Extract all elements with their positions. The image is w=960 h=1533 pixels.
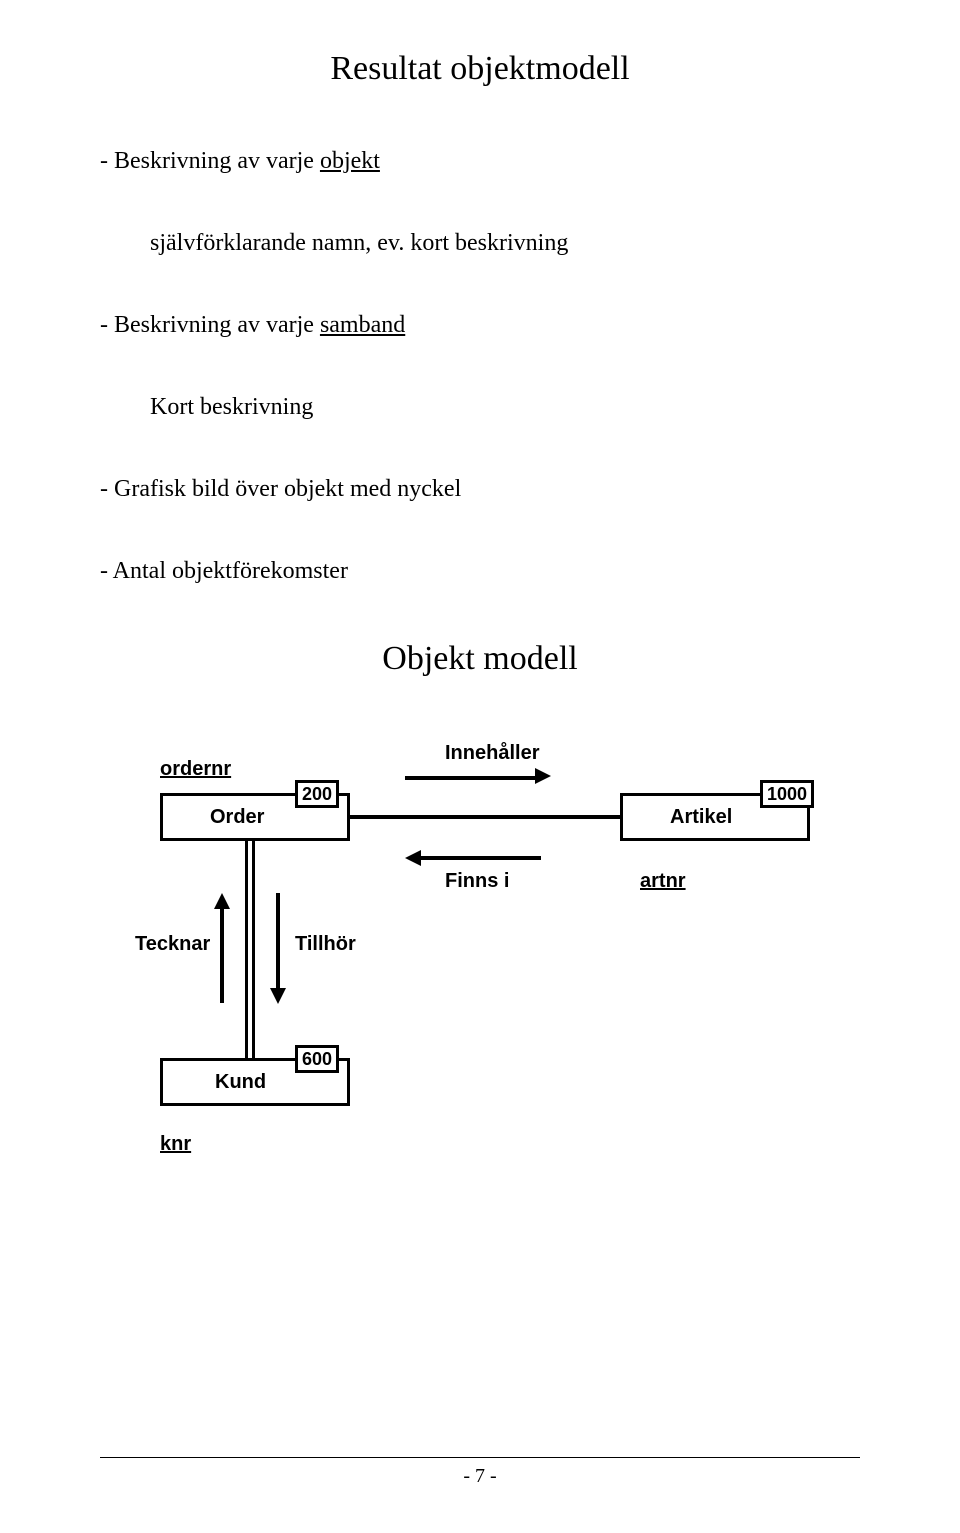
entity-kund-count: 600 — [295, 1045, 339, 1073]
arrow-finnsi-head — [405, 850, 421, 866]
line-2: självförklarande namn, ev. kort beskrivn… — [150, 230, 860, 257]
footer-divider — [100, 1457, 860, 1458]
line-1-prefix: - Beskrivning av varje — [100, 148, 320, 174]
section-title: Objekt modell — [100, 640, 860, 678]
line-1-underline: objekt — [320, 148, 380, 174]
er-diagram: ordernr Innehåller Order 200 Artikel 100… — [100, 738, 860, 1168]
rel-finnsi-label: Finns i — [445, 870, 509, 893]
arrow-tillhor — [276, 893, 280, 988]
line-3: - Beskrivning av varje samband — [100, 312, 860, 339]
artikel-key-label: artnr — [640, 870, 686, 893]
entity-artikel-count: 1000 — [760, 780, 814, 808]
arrow-tecknar — [220, 908, 224, 1003]
rel-innehaller-label: Innehåller — [445, 742, 539, 765]
line-5: - Grafisk bild över objekt med nyckel — [100, 476, 860, 503]
rel-tecknar-label: Tecknar — [135, 933, 210, 956]
line-6: - Antal objektförekomster — [100, 558, 860, 585]
line-1: - Beskrivning av varje objekt — [100, 148, 860, 175]
line-4: Kort beskrivning — [150, 394, 860, 421]
line-3-underline: samband — [320, 312, 405, 338]
conn-order-kund — [245, 841, 255, 1058]
page-title: Resultat objektmodell — [100, 50, 860, 88]
arrow-tecknar-head — [214, 893, 230, 909]
entity-artikel-name: Artikel — [670, 806, 732, 829]
arrow-innehaller-head — [535, 768, 551, 784]
order-key-label: ordernr — [160, 758, 231, 781]
line-3-prefix: - Beskrivning av varje — [100, 312, 320, 338]
entity-kund-name: Kund — [215, 1071, 266, 1094]
entity-order-name: Order — [210, 806, 264, 829]
kund-key-label: knr — [160, 1133, 191, 1156]
entity-order-count: 200 — [295, 780, 339, 808]
arrow-finnsi — [421, 856, 541, 860]
page-number: - 7 - — [0, 1465, 960, 1488]
conn-order-artikel — [350, 815, 620, 819]
arrow-innehaller — [405, 776, 535, 780]
rel-tillhor-label: Tillhör — [295, 933, 356, 956]
arrow-tillhor-head — [270, 988, 286, 1004]
